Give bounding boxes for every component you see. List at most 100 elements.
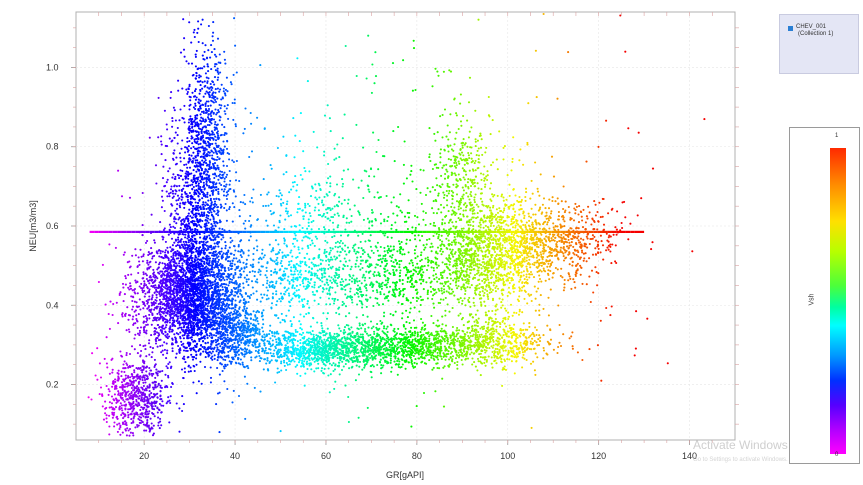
data-point (161, 281, 164, 284)
data-point (188, 319, 191, 322)
data-point (175, 290, 178, 293)
data-point (107, 393, 110, 396)
data-point (213, 162, 217, 165)
data-point (146, 259, 149, 262)
data-point (199, 122, 202, 125)
data-point (245, 263, 248, 266)
data-point (167, 292, 171, 295)
data-point (222, 90, 225, 93)
data-point (108, 425, 111, 428)
data-point (187, 292, 190, 295)
data-point (232, 244, 236, 248)
data-point (134, 254, 137, 257)
data-point (170, 316, 173, 319)
data-point (197, 146, 201, 149)
data-point (208, 151, 211, 154)
data-point (190, 290, 193, 293)
data-point (146, 419, 149, 422)
data-point (146, 302, 149, 305)
data-point (210, 51, 213, 54)
data-point (155, 286, 158, 289)
data-point (146, 291, 149, 294)
data-point (162, 273, 166, 276)
data-point (193, 317, 196, 320)
data-point (211, 358, 214, 361)
data-point (142, 254, 145, 258)
data-point (197, 292, 200, 295)
data-point (135, 385, 138, 388)
data-point (143, 284, 146, 287)
data-point (229, 241, 232, 244)
data-point (120, 407, 123, 410)
data-point (186, 171, 190, 174)
data-point (153, 291, 156, 294)
data-point (194, 159, 197, 162)
data-point (184, 201, 187, 204)
data-point (150, 251, 154, 254)
data-point (105, 384, 108, 388)
data-point (101, 263, 104, 266)
data-point (134, 279, 137, 282)
data-point (198, 199, 201, 202)
data-point (175, 332, 178, 335)
data-point (221, 369, 224, 373)
data-point (136, 280, 139, 284)
data-point (195, 130, 198, 133)
data-point (151, 294, 154, 297)
data-point (211, 286, 214, 290)
data-point (205, 299, 208, 302)
data-point (163, 348, 166, 351)
data-point (202, 308, 205, 312)
data-point (195, 96, 198, 99)
data-point (235, 159, 238, 163)
data-point (200, 211, 203, 214)
data-point (193, 179, 196, 182)
data-point (194, 350, 198, 353)
data-point (141, 291, 144, 294)
data-point (238, 306, 241, 309)
data-point (197, 67, 200, 70)
data-point (220, 317, 223, 320)
data-point (234, 290, 237, 294)
data-point (232, 73, 235, 76)
data-point (185, 299, 188, 302)
data-point (238, 215, 241, 218)
data-point (119, 350, 122, 353)
data-point (247, 254, 250, 257)
data-point (164, 264, 167, 267)
data-point (199, 295, 202, 298)
data-point (199, 326, 202, 329)
data-point (238, 179, 241, 183)
data-point (203, 151, 206, 154)
data-point (243, 307, 246, 310)
data-point (177, 236, 180, 239)
data-point (189, 115, 192, 118)
data-point (130, 380, 133, 383)
data-point (169, 395, 172, 398)
data-point (184, 191, 187, 194)
data-point (213, 128, 216, 132)
data-point (188, 191, 191, 195)
data-point (212, 118, 216, 121)
data-point (198, 270, 201, 273)
data-point (214, 135, 217, 138)
data-point (152, 372, 155, 375)
data-point (223, 110, 226, 113)
data-point (194, 77, 197, 80)
data-point (199, 67, 202, 70)
data-point (184, 288, 187, 291)
data-point (174, 251, 177, 254)
data-point (141, 289, 144, 292)
data-point (128, 434, 131, 437)
data-point (192, 169, 195, 172)
data-point (192, 325, 196, 328)
data-point (175, 212, 178, 215)
data-point (168, 302, 171, 305)
data-point (138, 389, 141, 392)
data-point (177, 277, 180, 281)
data-point (202, 203, 205, 206)
data-point (221, 337, 224, 341)
data-point (172, 269, 175, 272)
data-point (175, 288, 178, 291)
data-point (239, 363, 242, 366)
